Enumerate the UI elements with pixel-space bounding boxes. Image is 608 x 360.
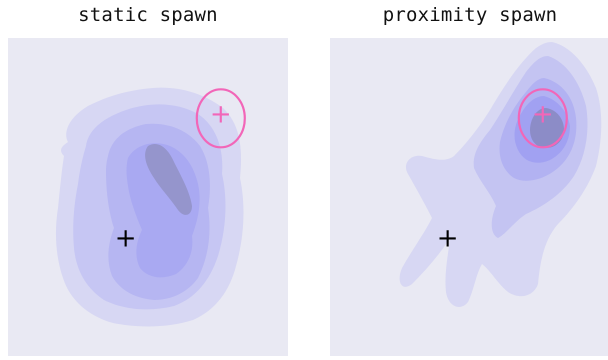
proximity-density-contour-3	[499, 78, 577, 181]
static-spawn-title: static spawn	[78, 4, 218, 26]
static-target-circle	[195, 88, 246, 149]
proximity-spawn-title: proximity spawn	[382, 4, 558, 26]
static-density-contour-4	[126, 143, 200, 278]
static-density-contour-2	[73, 104, 226, 310]
static-target-marker: +	[210, 99, 232, 129]
proximity-target-circle	[517, 88, 568, 149]
proximity-density-contour-2	[473, 56, 588, 238]
plot-background	[330, 38, 608, 356]
proximity-density-contour-1	[399, 42, 602, 307]
static-spawn-density-plot: ++	[8, 38, 288, 356]
proximity-density-contour-4	[514, 96, 570, 163]
static-start-marker: +	[115, 223, 137, 253]
plot-background	[8, 38, 288, 356]
static-density-contour-5	[145, 143, 192, 215]
proximity-spawn-density-plot: ++	[330, 38, 608, 356]
static-density-contour-1	[55, 87, 244, 327]
proximity-target-marker: +	[532, 99, 554, 129]
proximity-density-contour-5	[530, 108, 564, 148]
proximity-start-marker: +	[437, 223, 459, 253]
static-density-contour-3	[106, 123, 210, 300]
